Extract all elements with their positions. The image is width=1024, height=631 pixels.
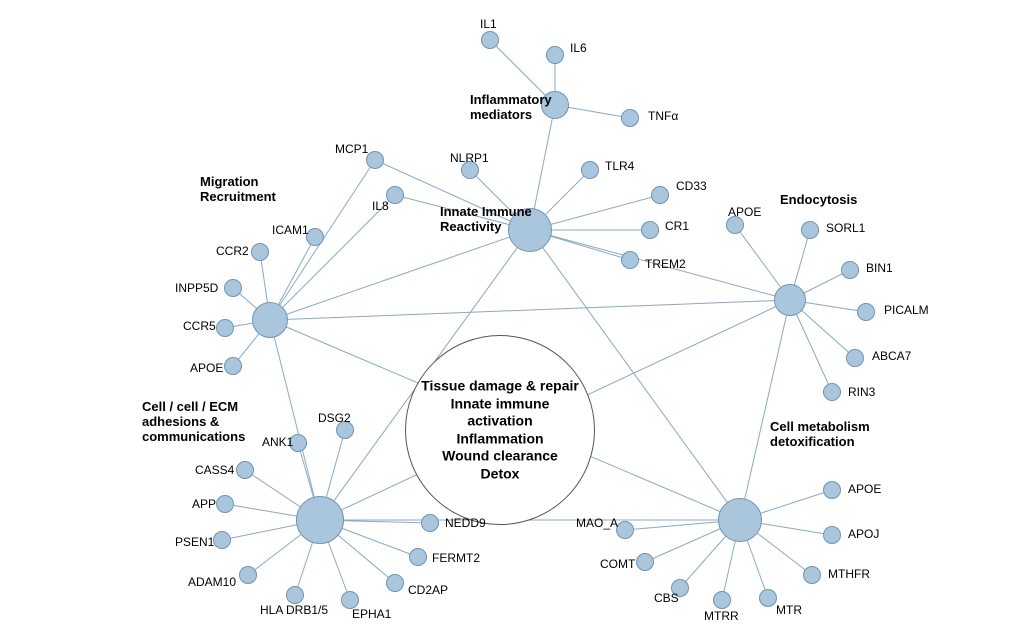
center-text: Tissue damage & repair Innate immune act… xyxy=(411,378,589,483)
leaf-label-FERMT2: FERMT2 xyxy=(432,552,480,566)
leaf-label-RIN3: RIN3 xyxy=(848,386,875,400)
leaf-CD2AP xyxy=(386,574,404,592)
leaf-label-NEDD9: NEDD9 xyxy=(445,517,486,531)
leaf-label-IL8: IL8 xyxy=(372,200,389,214)
leaf-RIN3 xyxy=(823,383,841,401)
leaf-label-APOE3: APOE xyxy=(848,483,881,497)
leaf-PICALM xyxy=(857,303,875,321)
leaf-label-APOE1: APOE xyxy=(190,362,223,376)
leaf-label-MCP1: MCP1 xyxy=(335,143,368,157)
leaf-TLR4 xyxy=(581,161,599,179)
leaf-label-APOE2: APOE xyxy=(728,206,761,220)
leaf-TNFa xyxy=(621,109,639,127)
leaf-CCR2 xyxy=(251,243,269,261)
leaf-label-CASS4: CASS4 xyxy=(195,464,234,478)
hub-title-metab: Cell metabolism detoxification xyxy=(770,420,870,450)
leaf-label-APOJ: APOJ xyxy=(848,528,879,542)
leaf-ADAM10 xyxy=(239,566,257,584)
leaf-CCR5 xyxy=(216,319,234,337)
leaf-BIN1 xyxy=(841,261,859,279)
leaf-NEDD9 xyxy=(421,514,439,532)
hub-title-adhesion: Cell / cell / ECM adhesions & communicat… xyxy=(142,400,245,445)
leaf-MCP1 xyxy=(366,151,384,169)
hub-migration xyxy=(252,302,288,338)
leaf-APOJ xyxy=(823,526,841,544)
leaf-MTR xyxy=(759,589,777,607)
leaf-CASS4 xyxy=(236,461,254,479)
hub-title-endocyt: Endocytosis xyxy=(780,193,857,208)
hub-title-innate: Innate Immune Reactivity xyxy=(440,205,532,235)
leaf-label-APP: APP xyxy=(192,498,216,512)
leaf-PSEN1 xyxy=(213,531,231,549)
leaf-label-MAO_A: MAO_A xyxy=(576,517,618,531)
leaf-CR1 xyxy=(641,221,659,239)
leaf-label-IL6: IL6 xyxy=(570,42,587,56)
leaf-COMT xyxy=(636,553,654,571)
leaf-label-MTR: MTR xyxy=(776,604,802,618)
hub-title-inflam: Inflammatory mediators xyxy=(470,93,552,123)
leaf-label-NLRP1: NLRP1 xyxy=(450,152,489,166)
hub-adhesion xyxy=(296,496,344,544)
leaf-APOE3 xyxy=(823,481,841,499)
hub-endocyt xyxy=(774,284,806,316)
network-diagram: Tissue damage & repair Innate immune act… xyxy=(0,0,1024,631)
leaf-label-INPP5D: INPP5D xyxy=(175,282,218,296)
leaf-label-CR1: CR1 xyxy=(665,220,689,234)
leaf-label-EPHA1: EPHA1 xyxy=(352,608,391,622)
leaf-label-ABCA7: ABCA7 xyxy=(872,350,911,364)
leaf-label-DSG2: DSG2 xyxy=(318,412,351,426)
leaf-label-PICALM: PICALM xyxy=(884,304,929,318)
leaf-label-TREM2: TREM2 xyxy=(645,258,686,272)
leaf-MTRR xyxy=(713,591,731,609)
leaf-label-CCR2: CCR2 xyxy=(216,245,249,259)
leaf-APOE1 xyxy=(224,357,242,375)
leaf-label-PSEN1: PSEN1 xyxy=(175,536,214,550)
leaf-MTHFR xyxy=(803,566,821,584)
leaf-HLA xyxy=(286,586,304,604)
leaf-IL1 xyxy=(481,31,499,49)
leaf-label-CBS: CBS xyxy=(654,592,679,606)
leaf-ABCA7 xyxy=(846,349,864,367)
leaf-label-ADAM10: ADAM10 xyxy=(188,576,236,590)
leaf-label-MTRR: MTRR xyxy=(704,610,739,624)
hub-metab xyxy=(718,498,762,542)
leaf-CD33 xyxy=(651,186,669,204)
leaf-IL6 xyxy=(546,46,564,64)
leaf-label-CCR5: CCR5 xyxy=(183,320,216,334)
leaf-label-HLA: HLA DRB1/5 xyxy=(260,604,328,618)
leaf-MAO_A xyxy=(616,521,634,539)
leaf-APP xyxy=(216,495,234,513)
leaf-INPP5D xyxy=(224,279,242,297)
leaf-FERMT2 xyxy=(409,548,427,566)
leaf-SORL1 xyxy=(801,221,819,239)
leaf-label-TNFa: TNFα xyxy=(648,110,678,124)
leaf-label-ANK1: ANK1 xyxy=(262,436,293,450)
leaf-label-TLR4: TLR4 xyxy=(605,160,634,174)
hub-title-migration: Migration Recruitment xyxy=(200,175,276,205)
leaf-label-CD2AP: CD2AP xyxy=(408,584,448,598)
leaf-label-SORL1: SORL1 xyxy=(826,222,865,236)
leaf-label-ICAM1: ICAM1 xyxy=(272,224,309,238)
leaf-TREM2 xyxy=(621,251,639,269)
leaf-label-IL1: IL1 xyxy=(480,18,497,32)
leaf-label-CD33: CD33 xyxy=(676,180,707,194)
leaf-label-BIN1: BIN1 xyxy=(866,262,893,276)
leaf-label-MTHFR: MTHFR xyxy=(828,568,870,582)
leaf-label-COMT: COMT xyxy=(600,558,635,572)
